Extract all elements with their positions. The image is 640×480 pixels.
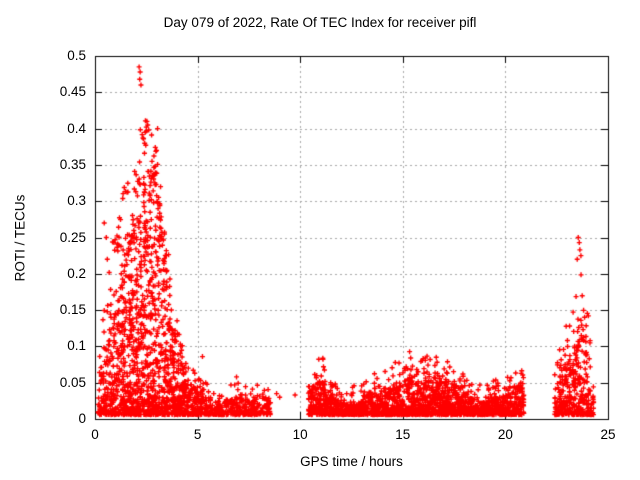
- x-tick-label: 5: [193, 427, 202, 442]
- y-tick-label: 0.5: [67, 48, 86, 63]
- y-tick-label: 0.15: [59, 302, 86, 318]
- y-tick-label: 0.3: [67, 193, 86, 209]
- x-tick-label: 25: [600, 427, 616, 442]
- y-tick-label: 0.25: [59, 229, 86, 245]
- x-tick-label: 15: [395, 427, 411, 442]
- y-tick-label: 0: [78, 411, 86, 426]
- x-tick-label: 20: [497, 427, 513, 442]
- y-tick-label: 0.05: [59, 374, 86, 390]
- x-tick-label: 0: [91, 427, 99, 442]
- y-tick-label: 0.2: [67, 265, 86, 281]
- y-tick-label: 0.45: [59, 84, 86, 100]
- y-tick-label: 0.1: [67, 338, 86, 354]
- chart-title: Day 079 of 2022, Rate Of TEC Index for r…: [163, 15, 477, 30]
- x-axis-label: GPS time / hours: [300, 454, 403, 469]
- x-tick-label: 10: [292, 427, 308, 442]
- y-tick-label: 0.35: [59, 156, 86, 172]
- y-tick-label: 0.4: [67, 120, 86, 136]
